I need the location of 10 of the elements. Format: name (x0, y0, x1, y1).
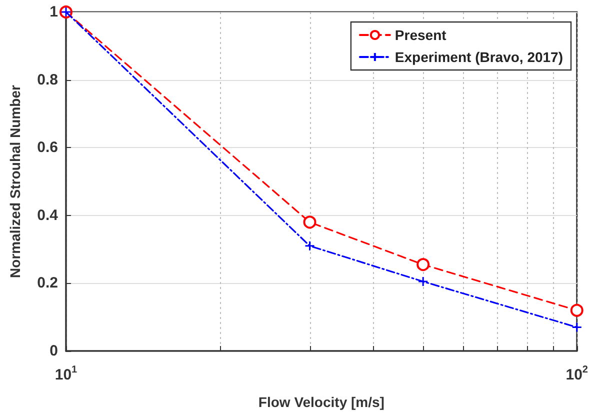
y-tick-label: 0.2 (37, 274, 58, 292)
legend-label: Experiment (Bravo, 2017) (394, 49, 564, 65)
y-tick-label: 0.6 (37, 139, 58, 156)
y-tick-label: 1 (50, 4, 58, 20)
y-axis-title: Normalized Strouhal Number (7, 84, 23, 278)
y-tick-label: 0 (50, 342, 58, 360)
x-axis-title: Flow Velocity [m/s] (258, 394, 384, 410)
legend-label: Present (394, 27, 447, 43)
y-tick-label: 0.8 (37, 71, 58, 88)
y-tick-label: 0.4 (37, 206, 59, 224)
